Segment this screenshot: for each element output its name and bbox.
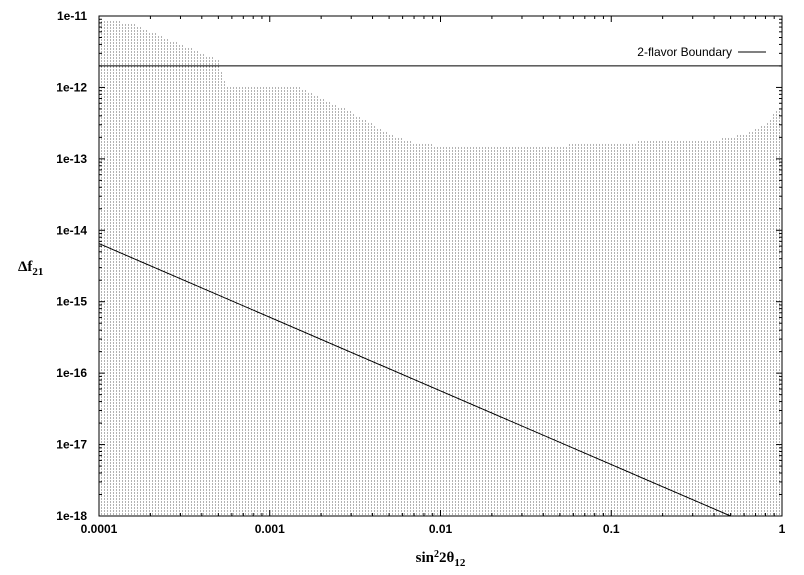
x-tick-label: 0.1 xyxy=(603,522,620,536)
x-axis-label-sup: 2 xyxy=(434,549,439,560)
axis-ticks xyxy=(98,15,783,517)
x-axis-label-base: sin xyxy=(416,550,435,566)
y-tick-label: 1e-11 xyxy=(57,9,87,23)
diagonal-line xyxy=(98,243,731,517)
tick-labels: 0.0001 0.001 0.01 0.1 1 1e-18 1e-17 1e-16 1e-15 1… xyxy=(56,9,785,536)
legend: 2-flavor Boundary xyxy=(637,45,766,59)
y-tick-label: 1e-13 xyxy=(56,152,87,166)
x-axis-label-sub: 12 xyxy=(454,557,466,569)
y-axis-label-base: Δf xyxy=(18,259,33,275)
y-tick-label: 1e-12 xyxy=(56,80,87,94)
scatter-region xyxy=(101,21,780,515)
x-axis-label: sin22θ12 xyxy=(416,549,466,569)
x-tick-label: 0.0001 xyxy=(81,522,118,536)
y-tick-label: 1e-15 xyxy=(56,295,87,309)
legend-entry-label: 2-flavor Boundary xyxy=(637,45,732,59)
plot-frame xyxy=(98,15,783,517)
y-axis-label: Δf21 xyxy=(18,259,43,278)
x-axis-label-mid: 2θ xyxy=(439,550,455,566)
scatter-points xyxy=(101,21,780,515)
y-tick-label: 1e-16 xyxy=(56,366,87,380)
series-lines xyxy=(98,65,782,517)
y-tick-label: 1e-17 xyxy=(56,438,87,452)
x-tick-label: 0.01 xyxy=(429,522,453,536)
y-tick-label: 1e-14 xyxy=(56,223,87,237)
y-tick-label: 1e-18 xyxy=(56,509,87,523)
y-axis-label-sub: 21 xyxy=(32,266,43,278)
x-tick-label: 1 xyxy=(779,522,786,536)
x-tick-label: 0.001 xyxy=(255,522,285,536)
